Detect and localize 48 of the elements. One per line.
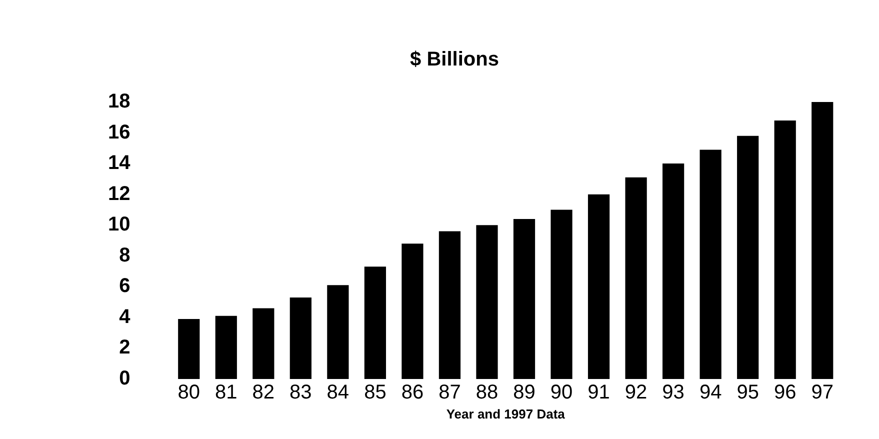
x-tick-label: 80 — [178, 382, 200, 404]
y-tick-label: 10 — [108, 214, 130, 236]
bar — [774, 120, 796, 379]
x-tick-label: 97 — [811, 382, 834, 404]
bar — [290, 297, 312, 379]
y-tick-label: 0 — [119, 368, 130, 390]
y-tick-label: 18 — [108, 90, 130, 113]
x-axis-title: Year and 1997 Data — [446, 406, 566, 422]
y-tick-label: 12 — [108, 182, 130, 205]
bar — [662, 164, 684, 379]
y-tick-label: 4 — [119, 306, 132, 328]
chart-title: $ Billions — [410, 48, 499, 71]
x-tick-label: 91 — [588, 382, 610, 404]
bar — [550, 210, 572, 379]
bar — [438, 231, 461, 379]
bar — [513, 218, 536, 379]
bar — [364, 266, 386, 379]
x-tick-label: 81 — [215, 382, 238, 404]
bar — [215, 316, 237, 379]
x-tick-label: 88 — [476, 382, 498, 404]
bar — [737, 136, 759, 379]
y-tick-label: 8 — [119, 244, 130, 266]
x-tick-label: 96 — [774, 382, 796, 404]
x-tick-label: 85 — [364, 382, 386, 404]
y-tick-label: 2 — [119, 336, 130, 359]
bar — [252, 308, 274, 379]
x-tick-label: 90 — [550, 382, 573, 404]
x-tick-label: 93 — [662, 382, 684, 404]
bar — [588, 194, 610, 379]
bar — [625, 177, 647, 379]
x-tick-label: 84 — [326, 382, 350, 404]
x-tick-label: 92 — [624, 382, 648, 404]
bar — [812, 102, 834, 379]
y-tick-label: 16 — [108, 121, 130, 144]
bar — [178, 318, 200, 379]
y-tick-label: 6 — [119, 275, 130, 298]
bar — [402, 244, 424, 379]
x-tick-label: 83 — [290, 382, 312, 404]
x-tick-label: 95 — [736, 382, 759, 404]
bar — [700, 150, 722, 379]
x-tick-label: 82 — [252, 382, 275, 404]
x-tick-label: 86 — [401, 382, 424, 404]
x-tick-label: 89 — [513, 382, 536, 404]
y-tick-label: 14 — [108, 152, 132, 174]
bar — [327, 285, 349, 379]
x-tick-label: 87 — [438, 382, 461, 404]
bar — [476, 225, 498, 379]
x-tick-label: 94 — [699, 382, 722, 404]
